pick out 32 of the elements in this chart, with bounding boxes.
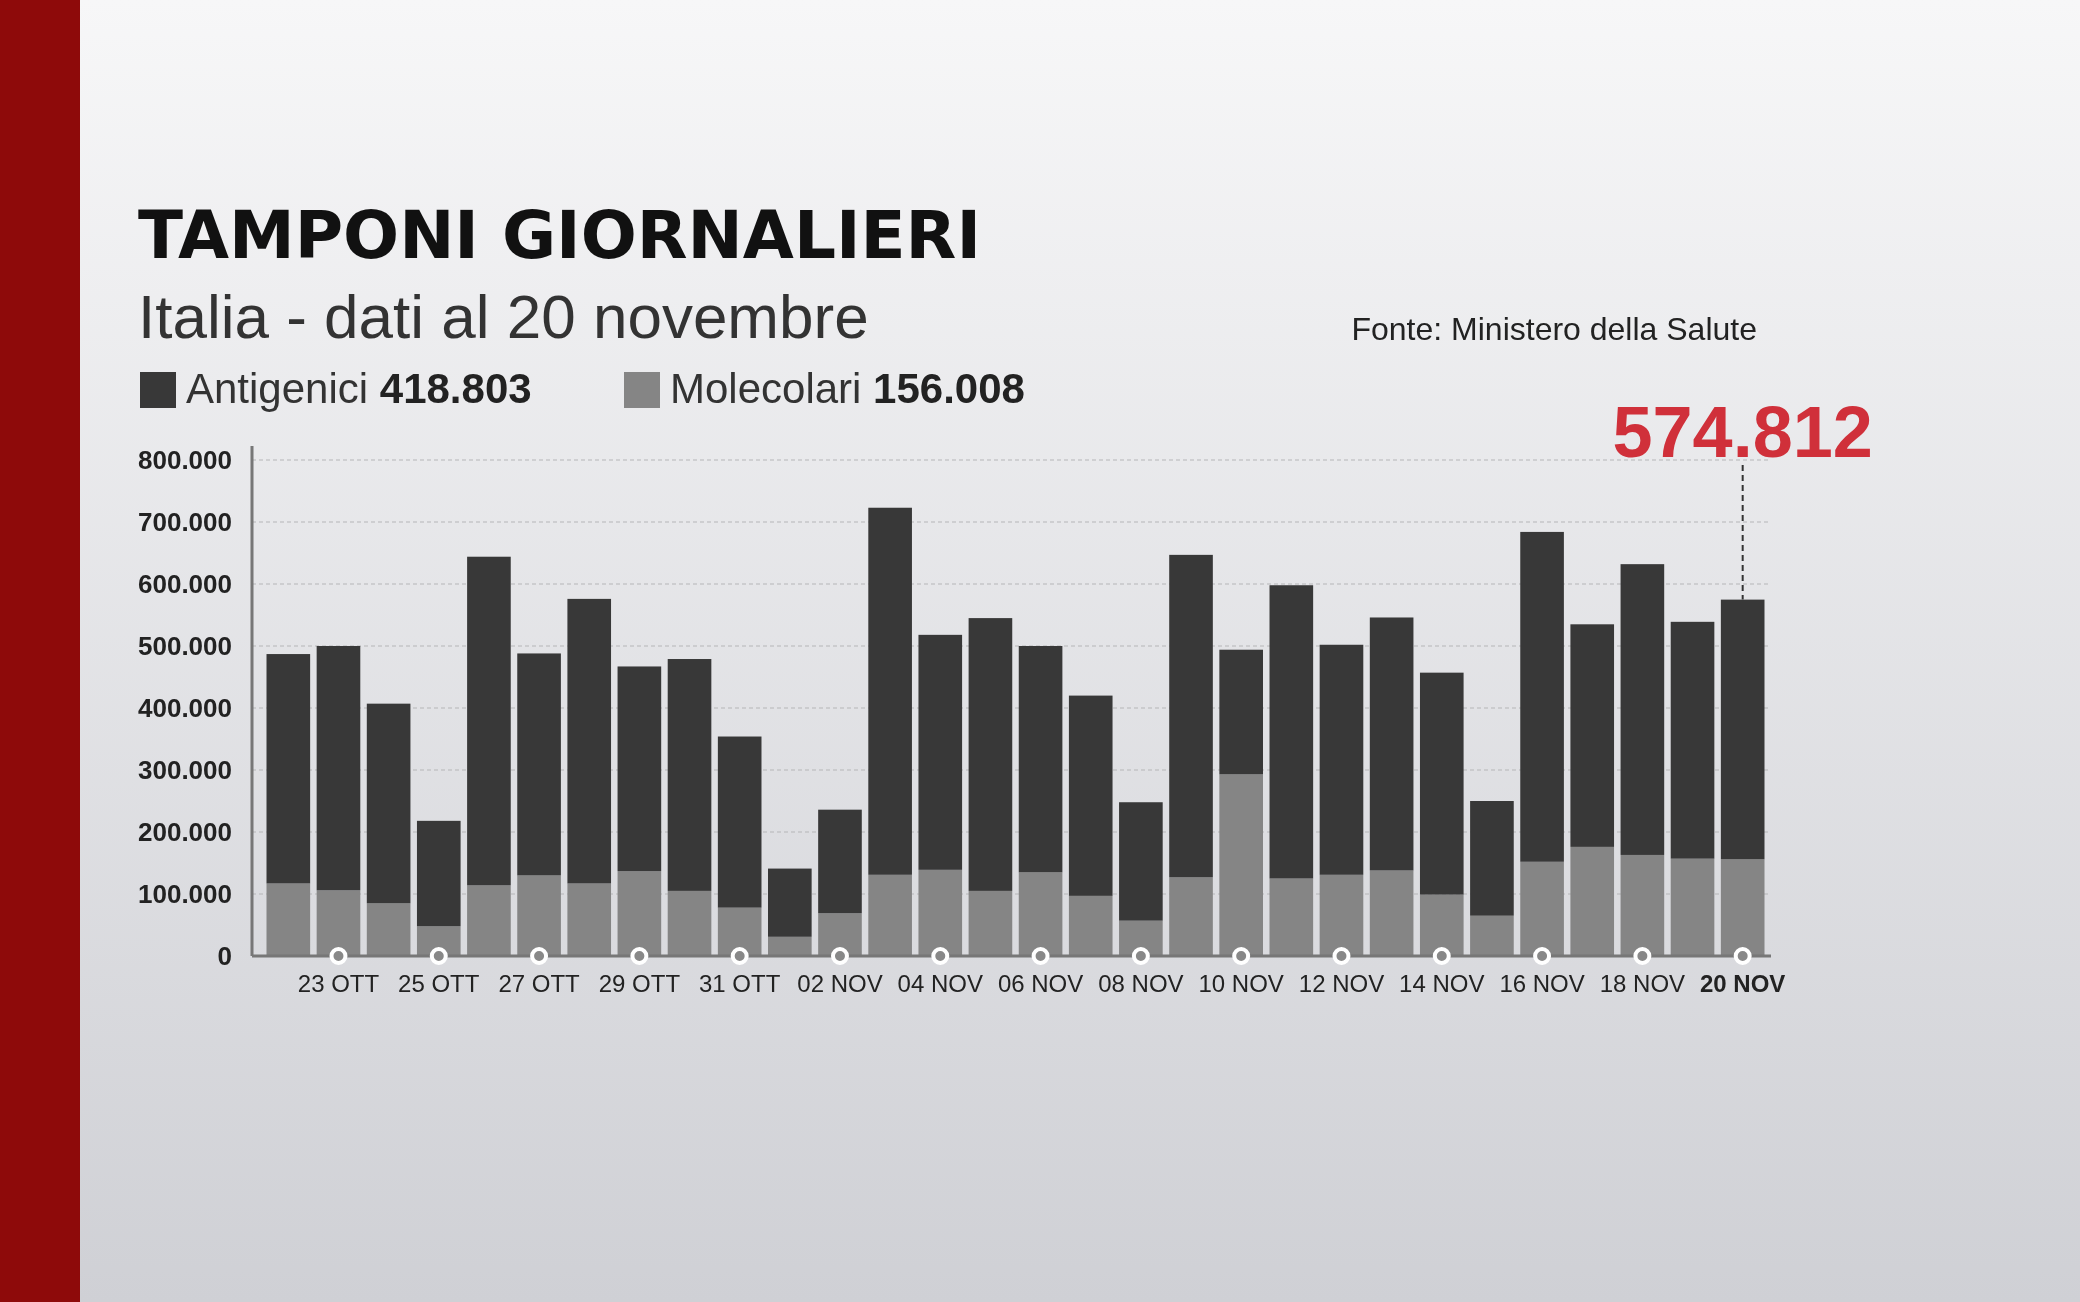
x-tick-label: 27 OTT <box>498 970 581 997</box>
y-tick-label: 0 <box>217 941 232 972</box>
source-note: Fonte: Ministero della Salute <box>1351 311 1757 347</box>
x-tick-label: 31 OTT <box>698 970 781 997</box>
legend-label: Antigenici <box>186 365 369 412</box>
x-tick-label: 25 OTT <box>398 970 480 997</box>
x-tick-label: 10 NOV <box>1198 970 1284 997</box>
text: 156.008 <box>861 365 1025 412</box>
text: 418.803 <box>368 365 532 412</box>
x-tick-label: 29 OTT <box>598 970 681 997</box>
x-tick-label: 08 NOV <box>1098 970 1184 997</box>
x-tick-label: 20 NOV <box>1699 970 1786 997</box>
y-tick-label: 800.000 <box>138 445 232 476</box>
chart-title: TAMPONI GIORNALIERI <box>138 197 981 274</box>
y-tick-label: 100.000 <box>138 879 232 910</box>
x-tick-label: 23 OTT <box>297 970 380 997</box>
legend-label: Molecolari <box>670 365 862 412</box>
x-tick-label: 04 NOV <box>897 970 983 997</box>
y-tick-label: 400.000 <box>138 693 232 724</box>
y-tick-label: 600.000 <box>138 569 232 600</box>
y-tick-label: 500.000 <box>138 631 232 662</box>
x-tick-label: 02 NOV <box>797 970 883 997</box>
x-tick-label: 12 NOV <box>1298 970 1385 997</box>
annotation: 574.812 <box>1612 392 1873 472</box>
x-tick-label: 06 NOV <box>997 970 1084 997</box>
y-tick-label: 200.000 <box>138 817 232 848</box>
y-tick-label: 700.000 <box>138 507 232 538</box>
chart-subtitle: Italia - dati al 20 novembre <box>138 282 869 351</box>
y-tick-label: 300.000 <box>138 755 232 786</box>
x-tick-label: 14 NOV <box>1399 970 1485 997</box>
x-tick-label: 16 NOV <box>1499 970 1585 997</box>
x-tick-label: 18 NOV <box>1599 970 1686 997</box>
